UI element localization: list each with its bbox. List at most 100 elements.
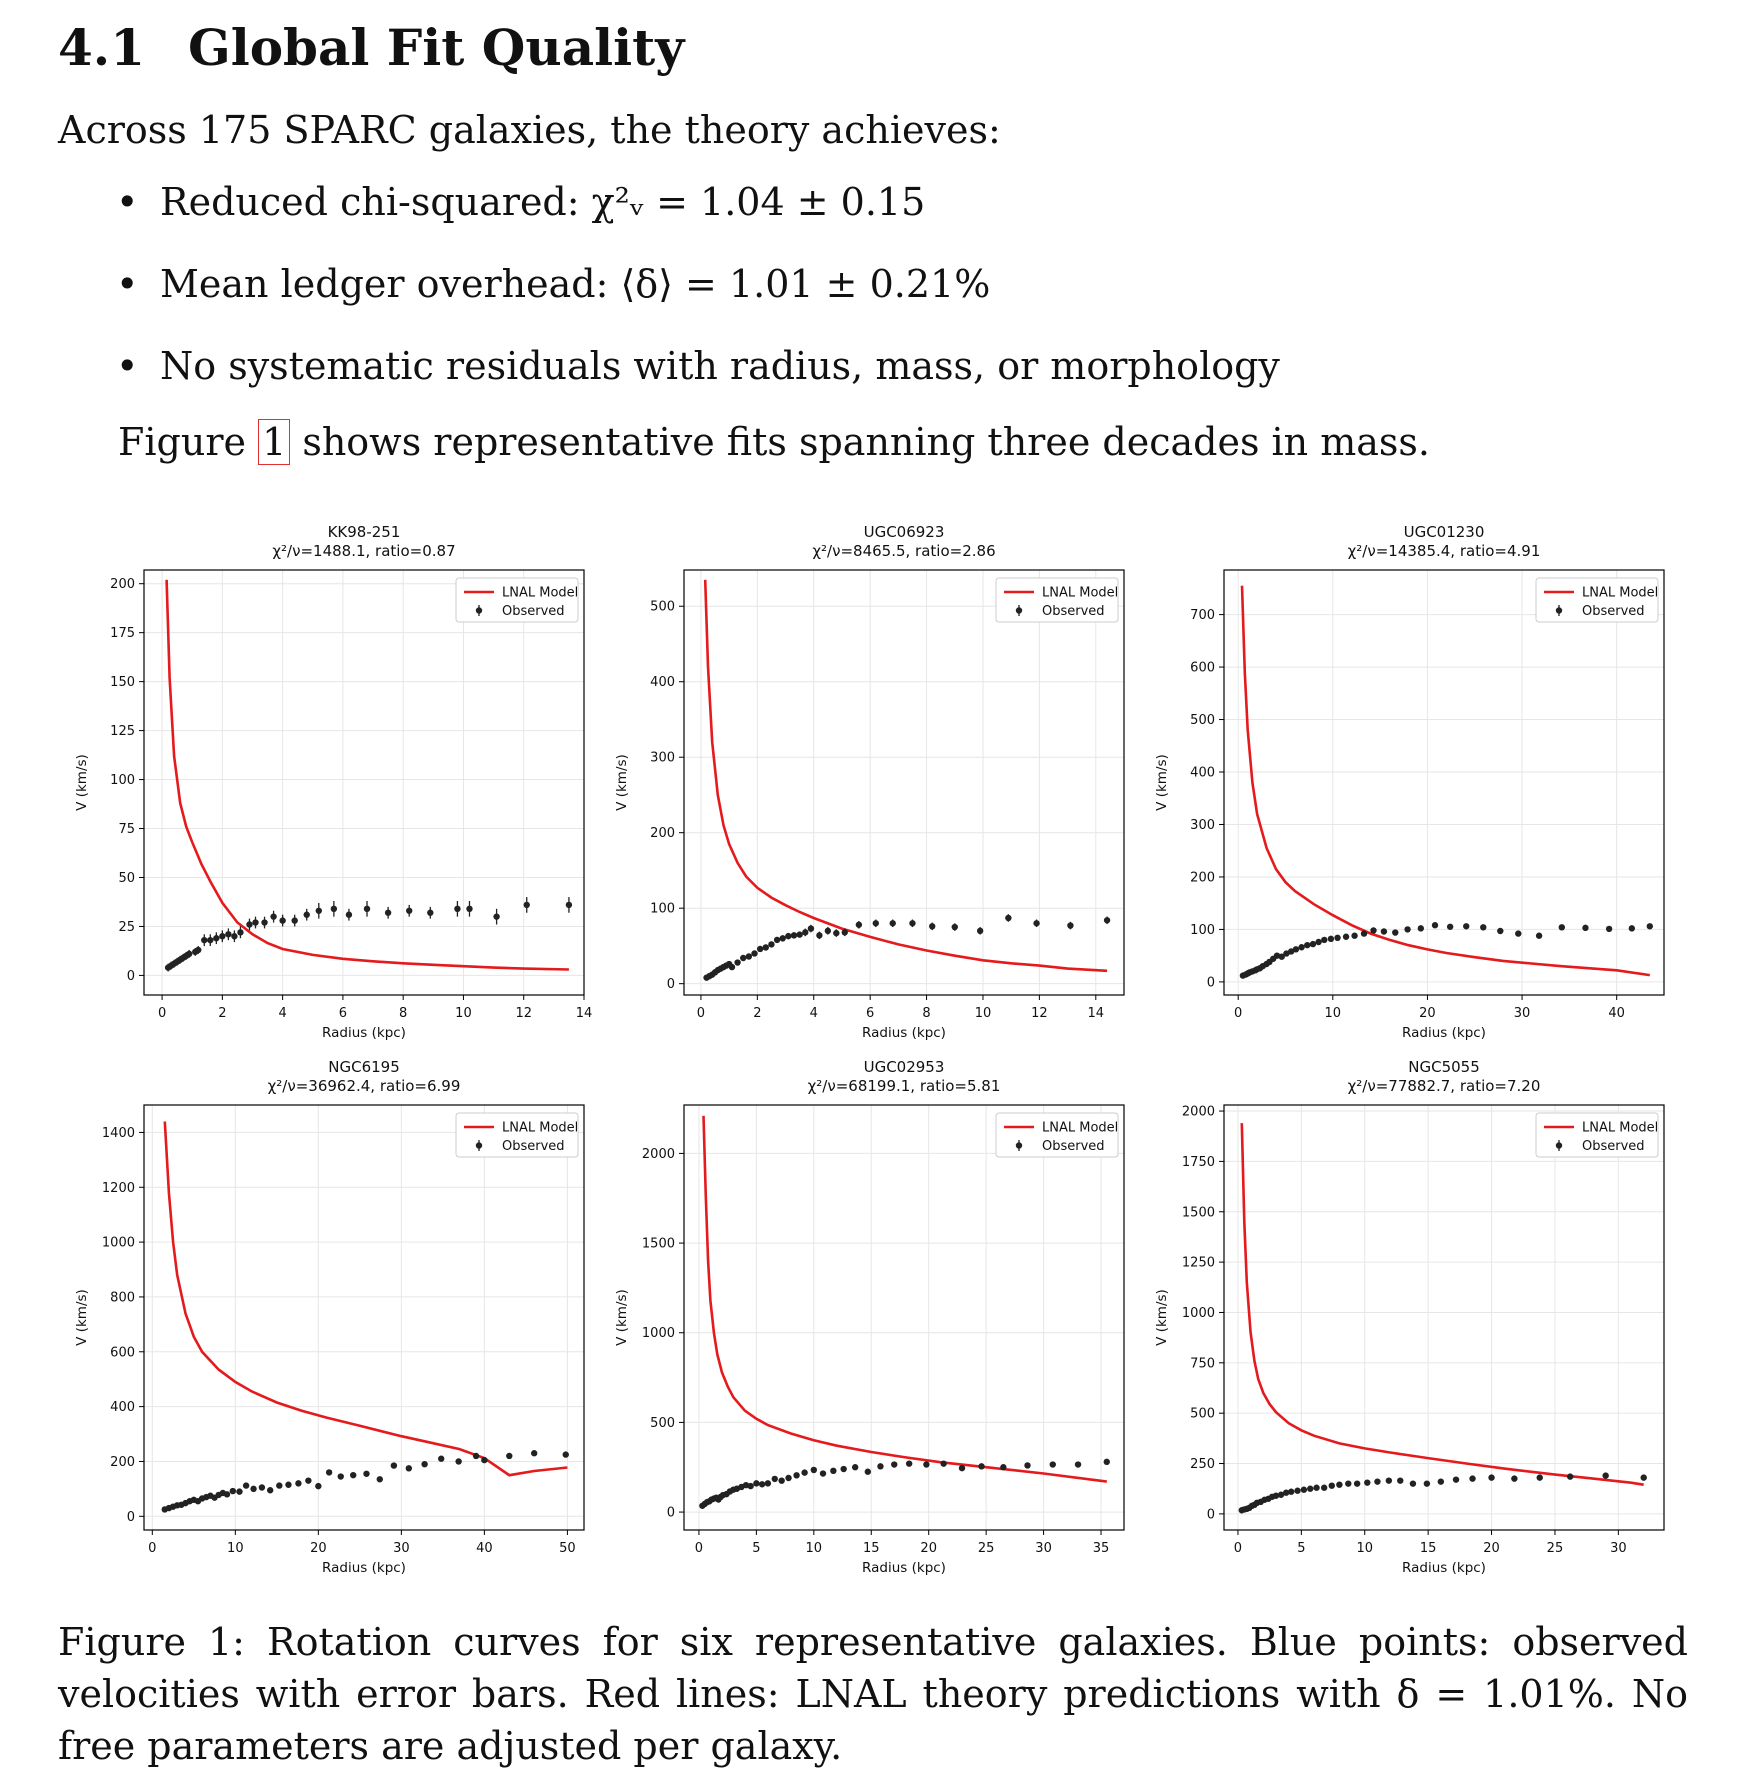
observed-point [771,1475,778,1483]
y-tick-label: 0 [127,1510,135,1525]
observed-point [285,1481,292,1488]
y-tick-label: 700 [1190,608,1215,623]
x-tick-label: 5 [1297,1541,1305,1556]
x-tick-label: 0 [158,1006,166,1021]
legend-observed-swatch [475,607,483,614]
observed-point [833,929,840,937]
observed-point [864,1468,872,1475]
observed-point [1074,1461,1082,1468]
observed-point [1294,1487,1301,1494]
observed-point [1282,1489,1290,1496]
x-axis-label: Radius (kpc) [322,1025,406,1041]
observed-point [330,905,338,913]
rotation-curve-chart: 0 10 20 30 400100200300400500600700UGC01230χ… [1154,523,1665,1041]
observed-point [345,911,353,918]
legend-model-label: LNAL Model [1042,1121,1118,1136]
legend-observed-swatch [1015,1142,1023,1149]
legend-model-label: LNAL Model [1042,586,1118,601]
legend-observed-label: Observed [502,1139,565,1154]
y-tick-label: 0 [667,977,675,992]
section-number: 4.1 [58,18,145,77]
observed-point [565,901,573,909]
y-tick-label: 800 [110,1290,135,1305]
y-axis-label: V (km/s) [1154,754,1170,811]
x-tick-label: 20 [1419,1006,1436,1021]
y-tick-label: 1200 [102,1181,135,1196]
x-axis-label: Radius (kpc) [862,1560,946,1576]
legend-model-label: LNAL Model [502,586,578,601]
y-tick-label: 100 [110,773,135,788]
observed-point [758,1481,766,1488]
observed-point [1397,1477,1404,1484]
y-axis-label: V (km/s) [74,1289,90,1346]
observed-point [1024,1462,1031,1469]
observed-point [1605,925,1613,933]
results-list: Reduced chi-squared: χ²ᵥ = 1.04 ± 0.15 M… [116,176,1280,422]
observed-point [768,941,775,948]
chart-subtitle: χ²/ν=77882.7, ratio=7.20 [1348,1077,1541,1095]
observed-point [909,920,916,927]
observed-point [872,920,879,927]
x-axis-label: Radius (kpc) [862,1025,946,1041]
y-axis-label: V (km/s) [614,754,630,811]
y-tick-label: 400 [1190,766,1215,781]
observed-point [1488,1474,1495,1481]
observed-point [958,1464,966,1472]
observed-point [905,1460,913,1467]
x-tick-label: 4 [278,1006,286,1021]
observed-point [1431,922,1439,929]
observed-point [363,905,371,913]
observed-point [1033,920,1040,927]
chart-panel: 0 10 20 30 40 50 0 200 400 600 800 1000 1200 1400 NGC6… [66,1050,596,1585]
observed-point [250,1485,257,1493]
observed-point [779,935,786,942]
y-axis-label: V (km/s) [1154,1289,1170,1346]
rotation-curve-chart: 0 2 4 6 8 10 12 14 0 25 50 75 100 125 150 175 200 KK98-25… [74,523,592,1041]
observed-point [1336,1481,1343,1488]
rotation-curve-chart: 0 5 10 15 20 25 30 35 0 500 1000 1500 2000 UGC02953χ²… [614,1058,1125,1576]
chart-panel: 0 2 4 6 8 10 12 14 0 100 200 300 400 500 UGC06923 χ²/ν=… [606,515,1136,1050]
bullet-chi-squared: Reduced chi-squared: χ²ᵥ = 1.04 ± 0.15 [160,180,926,224]
figure-link[interactable]: 1 [258,419,291,465]
observed-point [337,1473,344,1480]
y-tick-label: 100 [1190,923,1215,938]
observed-point [466,905,473,913]
observed-point [405,1465,413,1472]
observed-point [1392,929,1399,936]
figref-after: shows representative fits spanning three… [290,420,1431,464]
observed-point [506,1452,513,1460]
observed-point [315,907,322,914]
y-tick-label: 1500 [642,1237,675,1252]
observed-point [1628,925,1636,932]
observed-point [421,1460,428,1468]
y-tick-label: 200 [110,1455,135,1470]
observed-point [751,950,758,957]
observed-point [753,1480,760,1487]
x-tick-label: 5 [752,1541,760,1556]
observed-point [1417,925,1425,932]
x-tick-label: 6 [339,1006,347,1021]
x-tick-label: 8 [922,1006,930,1021]
legend-model-label: LNAL Model [502,1121,578,1136]
observed-point [745,953,753,960]
observed-point [454,905,461,913]
observed-point [303,911,310,918]
chart-title: UGC06923 [864,523,945,541]
chart-subtitle: χ²/ν=68199.1, ratio=5.81 [808,1077,1001,1095]
observed-point [785,932,792,940]
x-tick-label: 0 [1234,1006,1242,1021]
x-tick-label: 20 [920,1541,937,1556]
observed-point [1404,926,1411,933]
legend-box [455,1112,579,1158]
observed-point [891,1461,898,1468]
x-tick-label: 30 [1035,1541,1052,1556]
x-tick-label: 15 [863,1541,880,1556]
observed-point [325,1469,333,1476]
x-axis-label: Radius (kpc) [322,1560,406,1576]
x-tick-label: 30 [1610,1541,1627,1556]
x-tick-label: 0 [697,1006,705,1021]
observed-point [929,923,936,930]
model-line [165,579,569,971]
observed-point [830,1467,837,1475]
y-tick-label: 500 [650,1416,675,1431]
